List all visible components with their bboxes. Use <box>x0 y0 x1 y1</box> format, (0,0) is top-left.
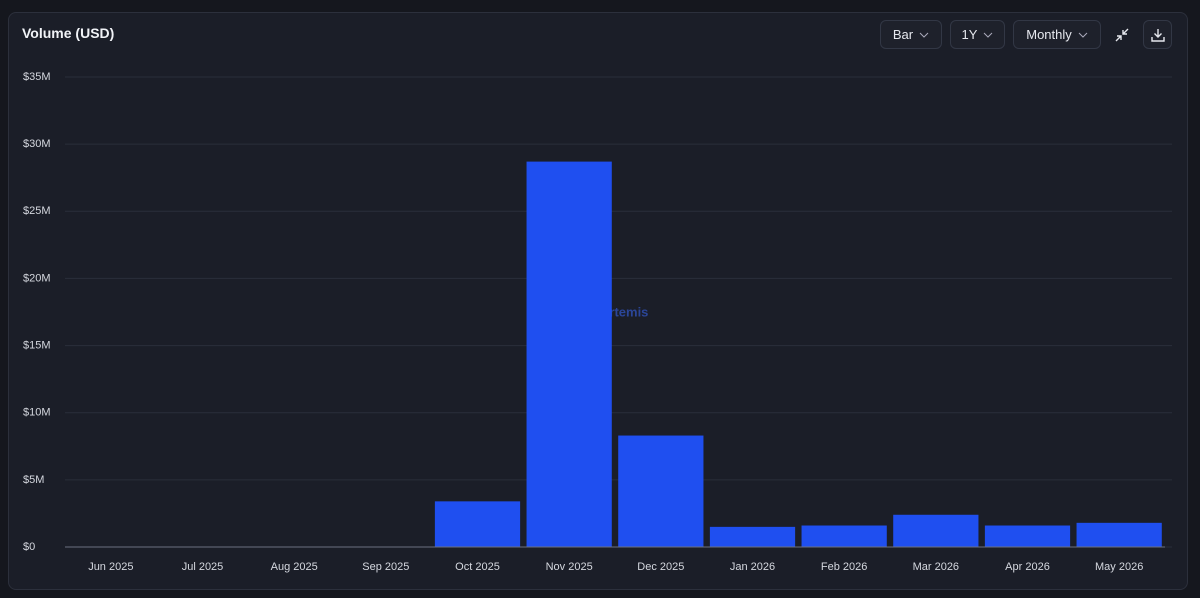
y-tick-label: $25M <box>23 205 51 217</box>
x-tick-label: Jan 2026 <box>730 561 775 573</box>
bar <box>434 501 521 547</box>
x-tick-label: May 2026 <box>1095 561 1143 573</box>
range-select[interactable]: 1Y <box>950 20 1005 49</box>
bar <box>893 514 979 547</box>
download-button[interactable] <box>1143 20 1172 49</box>
chart-type-select[interactable]: Bar <box>880 20 942 49</box>
x-tick-label: Mar 2026 <box>913 561 959 573</box>
watermark-text: Artemis <box>600 304 648 319</box>
x-tick-label: Sep 2025 <box>362 561 409 573</box>
bar <box>984 525 1071 547</box>
x-tick-label: Dec 2025 <box>637 561 684 573</box>
y-tick-label: $15M <box>23 339 51 351</box>
download-icon <box>1150 28 1165 42</box>
y-tick-label: $30M <box>23 138 51 150</box>
bar <box>709 526 796 547</box>
y-tick-label: $0 <box>23 541 35 553</box>
x-tick-label: Jul 2025 <box>182 561 224 573</box>
chevron <box>984 32 993 38</box>
y-tick-label: $5M <box>23 474 44 486</box>
x-tick-label: Aug 2025 <box>271 561 318 573</box>
interval-label: Monthly <box>1026 27 1072 42</box>
x-tick-label: Apr 2026 <box>1005 561 1050 573</box>
bar <box>526 161 612 547</box>
y-tick-label: $35M <box>23 71 51 83</box>
range-label: 1Y <box>961 27 978 42</box>
chart-title: Volume (USD) <box>22 25 115 41</box>
x-tick-label: Jun 2025 <box>88 561 133 573</box>
collapse-icon <box>1115 28 1129 41</box>
x-tick-label: Feb 2026 <box>821 561 867 573</box>
y-tick-label: $20M <box>23 272 51 284</box>
chevron <box>919 32 929 38</box>
bar <box>618 435 704 547</box>
bar <box>1076 522 1162 547</box>
chevron <box>1078 32 1088 38</box>
y-tick-label: $10M <box>23 407 51 419</box>
x-tick-label: Oct 2025 <box>455 561 500 573</box>
x-tick-label: Nov 2025 <box>546 561 593 573</box>
chart-type-label: Bar <box>892 27 914 42</box>
bar <box>801 525 887 547</box>
interval-select[interactable]: Monthly <box>1013 20 1101 49</box>
collapse-button[interactable] <box>1108 20 1136 49</box>
